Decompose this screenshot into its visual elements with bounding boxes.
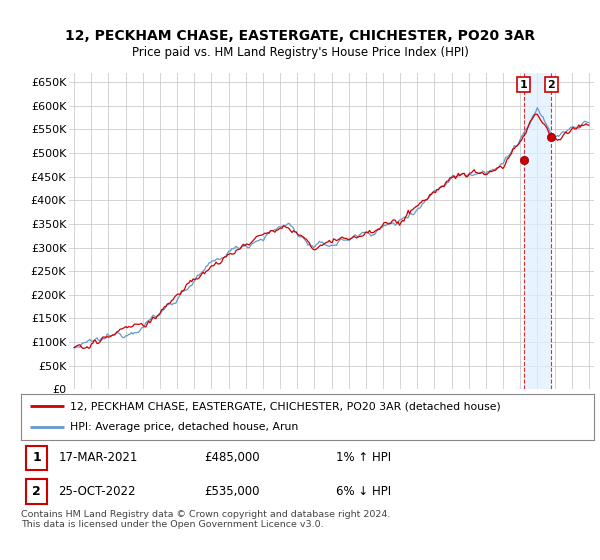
Text: 12, PECKHAM CHASE, EASTERGATE, CHICHESTER, PO20 3AR: 12, PECKHAM CHASE, EASTERGATE, CHICHESTE… (65, 29, 535, 44)
Text: 17-MAR-2021: 17-MAR-2021 (58, 451, 137, 464)
FancyBboxPatch shape (26, 479, 47, 503)
Text: 6% ↓ HPI: 6% ↓ HPI (336, 485, 391, 498)
Bar (524, 73, 551, 389)
FancyBboxPatch shape (26, 446, 47, 470)
Text: Contains HM Land Registry data © Crown copyright and database right 2024.
This d: Contains HM Land Registry data © Crown c… (21, 510, 391, 529)
Text: Price paid vs. HM Land Registry's House Price Index (HPI): Price paid vs. HM Land Registry's House … (131, 46, 469, 59)
Text: 1: 1 (520, 80, 528, 90)
Text: HPI: Average price, detached house, Arun: HPI: Average price, detached house, Arun (70, 422, 298, 432)
Text: 1% ↑ HPI: 1% ↑ HPI (336, 451, 391, 464)
Text: 12, PECKHAM CHASE, EASTERGATE, CHICHESTER, PO20 3AR (detached house): 12, PECKHAM CHASE, EASTERGATE, CHICHESTE… (70, 401, 500, 411)
Text: 2: 2 (32, 485, 41, 498)
Text: 2: 2 (548, 80, 556, 90)
Text: £535,000: £535,000 (205, 485, 260, 498)
Text: 25-OCT-2022: 25-OCT-2022 (58, 485, 136, 498)
Text: 1: 1 (32, 451, 41, 464)
Text: £485,000: £485,000 (205, 451, 260, 464)
